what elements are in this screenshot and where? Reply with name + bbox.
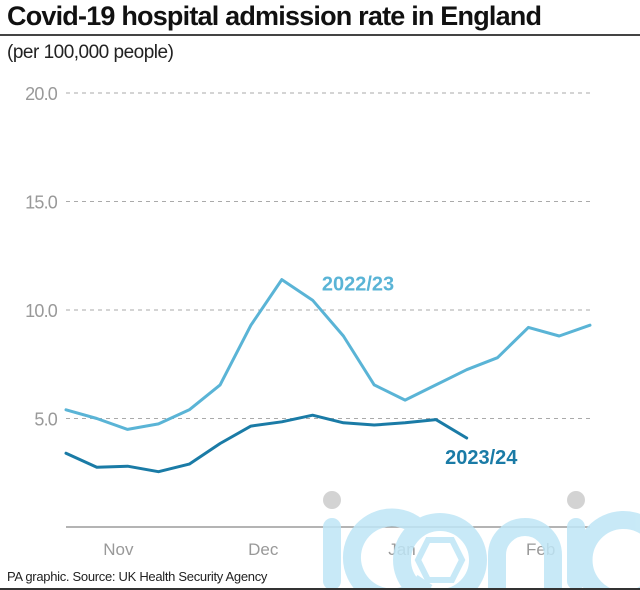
series-line-2022-23: [64, 278, 592, 431]
y-tick-label: 15.0: [25, 193, 58, 213]
chart-subtitle: (per 100,000 people): [7, 42, 174, 63]
x-tick-label: Dec: [248, 540, 279, 559]
title-rule: [0, 34, 640, 36]
x-tick-label: Feb: [526, 540, 555, 559]
y-tick-label: 5.0: [34, 410, 57, 430]
chart-title: Covid-19 hospital admission rate in Engl…: [7, 1, 542, 31]
y-axis-ticks: 20.0 15.0 10.0 5.0: [25, 84, 58, 430]
x-tick-label: Nov: [103, 540, 134, 559]
x-axis-ticks: Nov Dec Jan Feb: [103, 540, 555, 559]
series-label: 2023/24: [445, 447, 518, 469]
x-tick-label: Jan: [388, 540, 415, 559]
series-labels: 2022/23 2023/24: [322, 273, 518, 469]
y-tick-label: 10.0: [25, 301, 58, 321]
series-lines: [64, 278, 592, 474]
source-note: PA graphic. Source: UK Health Security A…: [7, 569, 268, 584]
bottom-rule: [0, 588, 640, 590]
gridlines: [66, 92, 590, 419]
y-tick-label: 20.0: [25, 84, 58, 104]
series-line-2023-24: [64, 413, 469, 474]
series-label: 2022/23: [322, 273, 394, 295]
